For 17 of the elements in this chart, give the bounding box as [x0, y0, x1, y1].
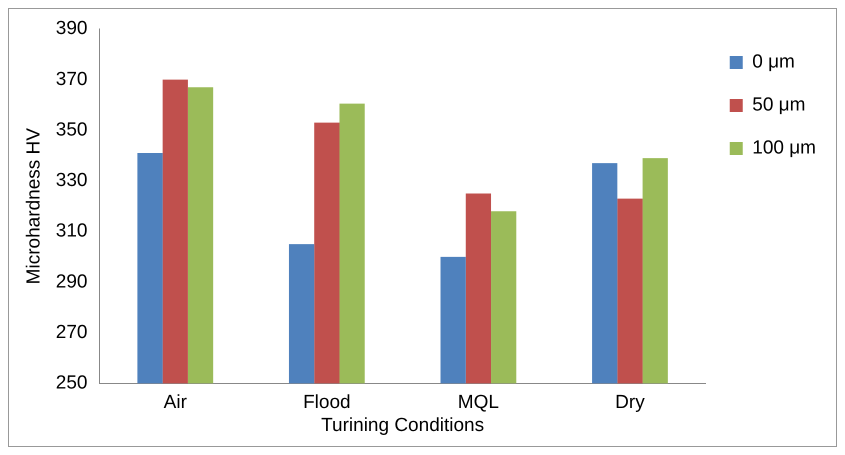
x-tick-label: Air [164, 392, 188, 414]
y-tick-label: 290 [56, 271, 88, 292]
y-tick-label: 310 [56, 220, 88, 242]
y-tick-label: 370 [56, 68, 88, 90]
y-tick-label: 270 [56, 322, 88, 344]
y-tick-label: 390 [56, 18, 88, 40]
y-tick-label: 330 [56, 170, 88, 192]
y-tick-label: 350 [56, 119, 88, 140]
x-tick-label: Flood [303, 392, 351, 414]
legend-label: 0 μm [752, 52, 795, 73]
legend-label: 50 μm [752, 94, 806, 116]
legend-label: 100 μm [752, 138, 816, 159]
x-tick-label: MQL [458, 392, 499, 414]
y-tick-label: 250 [56, 372, 88, 394]
y-axis-title: Microhardness HV [24, 128, 45, 284]
x-axis-title: Turining Conditions [321, 414, 484, 436]
x-tick-label: Dry [615, 392, 646, 414]
